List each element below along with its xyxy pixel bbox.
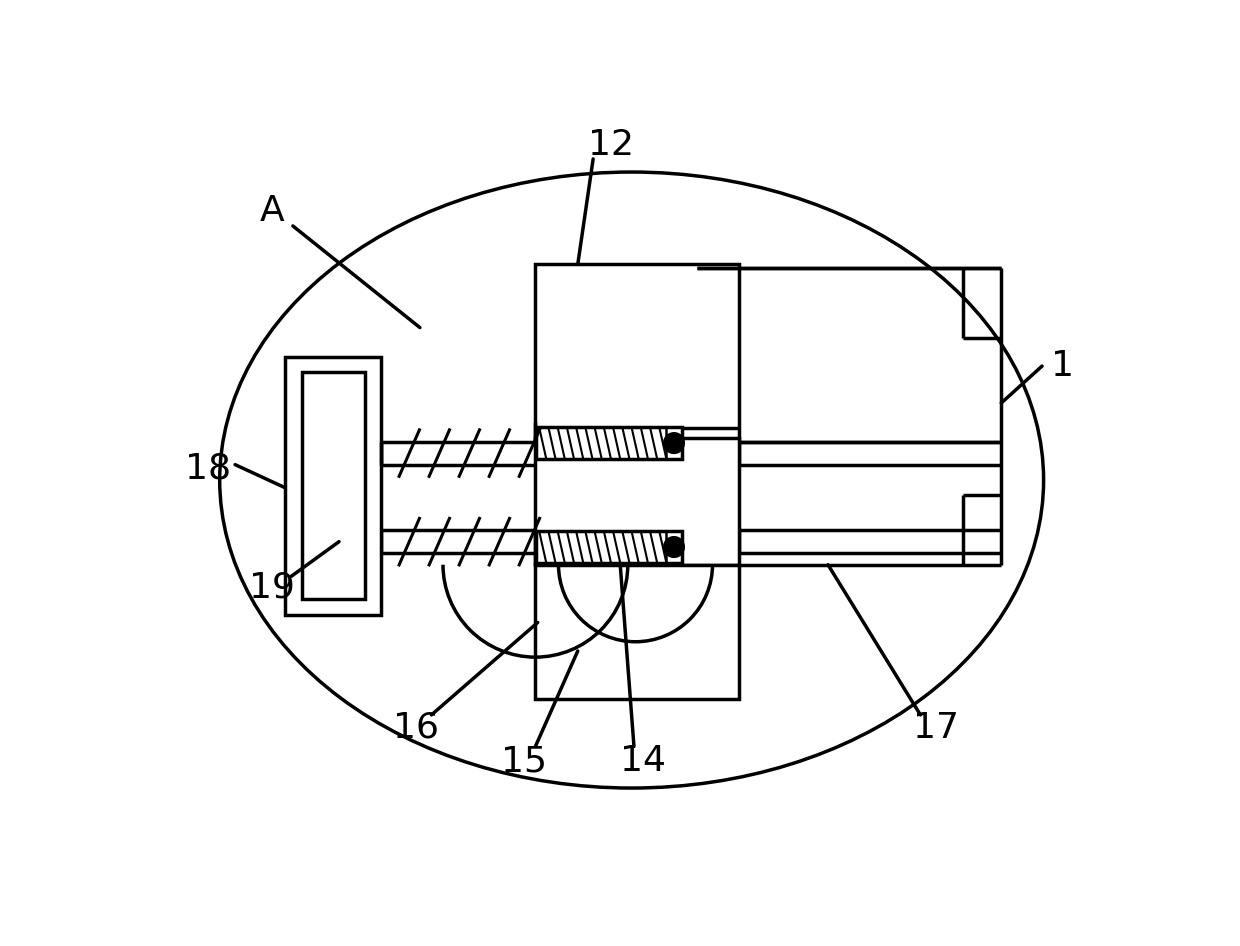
Circle shape	[663, 432, 684, 453]
Text: 17: 17	[913, 711, 959, 745]
Bar	[536, 565, 739, 699]
Bar	[536, 265, 739, 442]
Text: 19: 19	[249, 570, 295, 604]
Bar	[536, 438, 739, 565]
Bar	[285, 357, 382, 615]
Text: 18: 18	[185, 451, 231, 485]
Text: 1: 1	[1052, 349, 1074, 383]
Text: 15: 15	[501, 745, 547, 779]
Text: A: A	[259, 194, 284, 228]
Bar	[303, 372, 366, 600]
Text: 12: 12	[588, 128, 634, 162]
Text: 14: 14	[620, 745, 666, 779]
Bar	[536, 427, 682, 459]
Circle shape	[663, 536, 684, 557]
Bar	[536, 531, 682, 563]
Text: 16: 16	[393, 711, 439, 745]
